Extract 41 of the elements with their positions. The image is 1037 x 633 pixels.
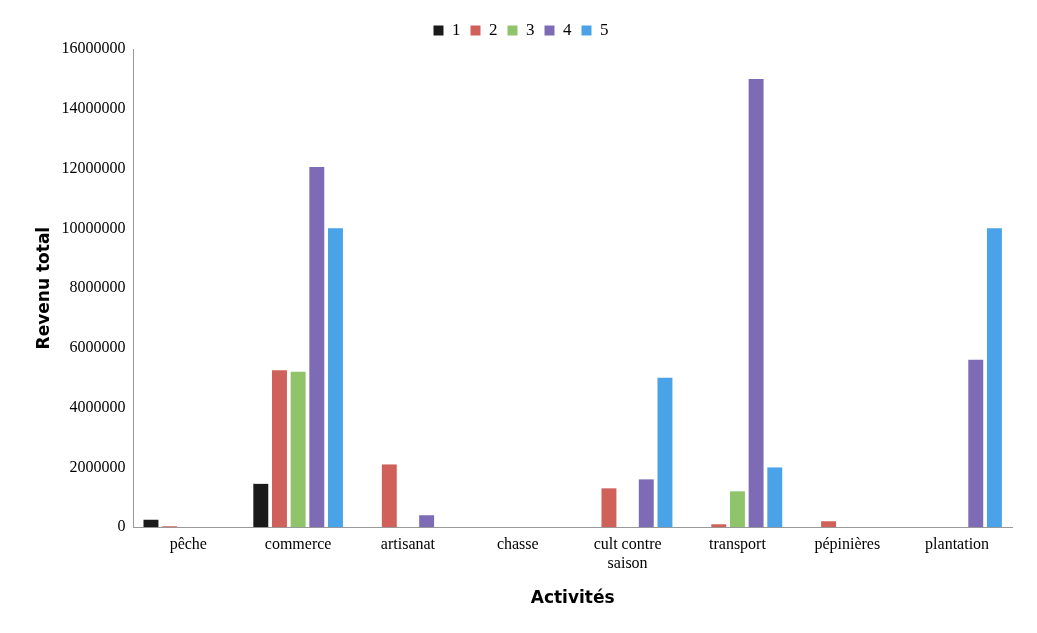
x-axis-title: Activités xyxy=(530,587,615,608)
y-tick-label: 2000000 xyxy=(69,457,126,475)
y-tick-label: 0 xyxy=(117,517,126,535)
x-tick-label: transport xyxy=(709,535,767,553)
y-axis-title: Revenu total xyxy=(32,226,53,350)
x-tick-label: commerce xyxy=(264,535,332,552)
x-tick-label: artisanat xyxy=(380,535,436,552)
bar xyxy=(309,167,325,528)
legend-label: 3 xyxy=(526,19,535,39)
x-tick-label: pêche xyxy=(169,535,207,553)
y-tick-label: 16000000 xyxy=(61,39,126,57)
bar xyxy=(328,228,343,528)
bar xyxy=(968,359,984,528)
bar xyxy=(748,78,764,528)
legend-label: 1 xyxy=(452,19,461,39)
bar xyxy=(729,491,745,528)
x-tick-label: chasse xyxy=(496,535,539,552)
bar xyxy=(711,524,727,528)
x-tick-label: plantation xyxy=(925,535,990,553)
legend-label: 5 xyxy=(600,19,609,39)
bar xyxy=(601,488,617,528)
bar xyxy=(767,467,783,528)
y-tick-label: 6000000 xyxy=(69,338,126,356)
y-tick-label: 8000000 xyxy=(69,278,126,296)
bar xyxy=(290,371,306,528)
bar xyxy=(253,483,269,528)
x-tick-label: pépinières xyxy=(814,535,881,553)
y-tick-label: 14000000 xyxy=(61,98,126,116)
bar xyxy=(821,521,837,528)
x-tick-label: cult contre saison xyxy=(593,535,662,572)
y-tick-label: 4000000 xyxy=(69,397,126,415)
y-tick-label: 10000000 xyxy=(61,218,126,236)
bar xyxy=(272,370,287,528)
bar xyxy=(638,479,654,528)
bar xyxy=(419,515,435,528)
legend-label: 4 xyxy=(563,19,572,39)
y-tick-label: 12000000 xyxy=(61,158,126,176)
bar xyxy=(657,377,673,528)
bar xyxy=(986,228,1002,528)
legend-label: 2 xyxy=(489,19,498,39)
bar xyxy=(381,464,397,528)
